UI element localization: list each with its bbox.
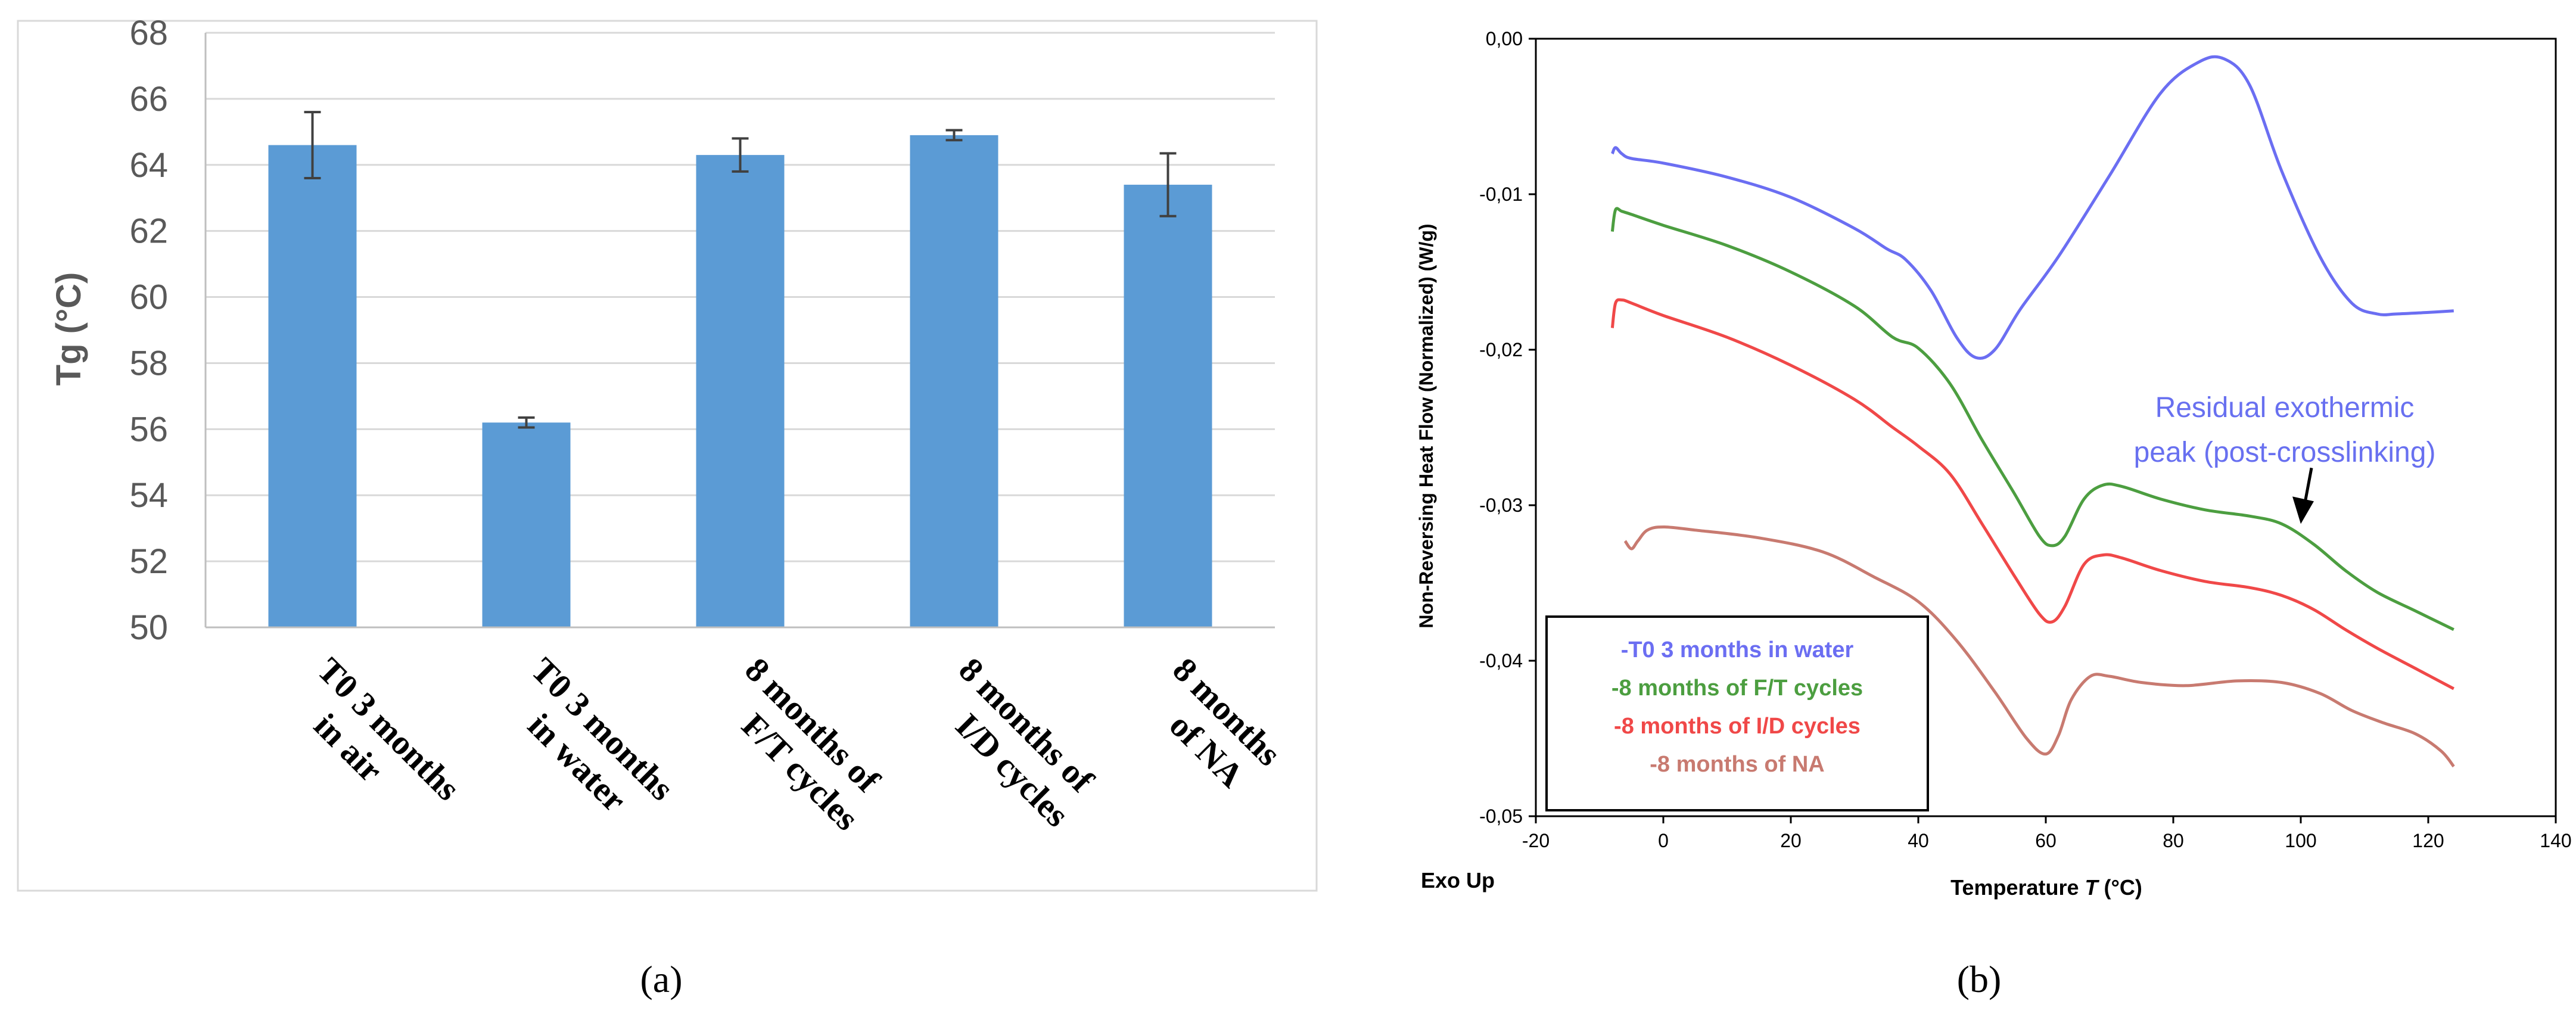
x-tick-label: 100: [2285, 830, 2316, 851]
y-tick-label: -0,01: [1479, 184, 1523, 205]
error-bar: [1159, 152, 1177, 217]
x-tick-label: 20: [1780, 830, 1802, 851]
series-line: [1611, 55, 2454, 360]
bar: [268, 145, 357, 627]
error-bar: [518, 416, 535, 429]
panel-label-a: (a): [640, 958, 682, 1000]
annotation-line-1: Residual exothermic: [2155, 392, 2415, 424]
bar-chart-y-axis-label: Tg (°C): [49, 272, 88, 386]
bar-chart-frame: [17, 20, 1318, 892]
x-axis-label-prefix: Temperature: [1950, 875, 2085, 900]
y-tick-label: 66: [129, 80, 168, 119]
annotation-arrow-head: [2292, 496, 2314, 524]
x-tick-label: 40: [1908, 830, 1929, 851]
error-bar: [732, 137, 749, 173]
bar: [1124, 185, 1212, 627]
y-tick-label: 54: [129, 476, 168, 515]
line-chart-annotation: Residual exothermic peak (post-crosslink…: [2134, 392, 2436, 524]
line-chart-y-axis-label: Non-Reversing Heat Flow (Normalized) (W/…: [1415, 223, 1437, 628]
bar: [482, 422, 571, 627]
y-tick-label: 60: [129, 278, 168, 317]
legend-entry: -8 months of NA: [1650, 752, 1824, 777]
bar-chart-error-bars: [304, 111, 1177, 429]
y-tick-label: 56: [129, 410, 168, 449]
error-bar: [304, 111, 321, 179]
bar: [910, 135, 998, 627]
panel-label-b: (b): [1957, 958, 2002, 1000]
bar-chart-bars: [268, 135, 1212, 628]
x-axis-label-suffix: (°C): [2098, 875, 2142, 900]
y-tick-label: 50: [129, 608, 168, 647]
error-bar: [945, 129, 963, 142]
legend-entry: -8 months of F/T cycles: [1611, 676, 1863, 701]
y-tick-label: 62: [129, 212, 168, 251]
legend-entry: -8 months of I/D cycles: [1614, 714, 1861, 739]
y-tick-label: -0,04: [1479, 650, 1523, 671]
legend-entry: -T0 3 months in water: [1621, 637, 1854, 663]
x-tick-label: 140: [2540, 830, 2571, 851]
x-tick-label: 120: [2412, 830, 2444, 851]
line-chart-y-ticks: 0,00 -0,01 -0,02 -0,03 -0,04 -0,05: [1479, 28, 1536, 827]
y-tick-label: 58: [129, 344, 168, 382]
line-chart-legend: -T0 3 months in water -8 months of F/T cy…: [1545, 615, 1929, 811]
x-tick-label: 60: [2035, 830, 2057, 851]
y-tick-label: 68: [129, 14, 168, 52]
x-tick-label: -20: [1522, 830, 1550, 851]
line-chart-x-axis-label: Temperature T (°C): [1950, 875, 2142, 900]
y-tick-label: -0,05: [1479, 805, 1523, 827]
y-tick-label: -0,03: [1479, 494, 1523, 516]
x-tick-label: 80: [2163, 830, 2184, 851]
legend-box: [1545, 615, 1929, 811]
y-tick-label: 64: [129, 146, 168, 185]
y-tick-label: -0,02: [1479, 339, 1523, 360]
y-tick-label: 52: [129, 542, 168, 581]
x-tick-label: 0: [1658, 830, 1669, 851]
line-chart-panel: -20 0 20 40 60 80 100 120 140 0,00 -0,01 -0,02 -0,0…: [1415, 28, 2572, 900]
series-line: [1623, 525, 2455, 768]
annotation-line-2: peak (post-crosslinking): [2134, 437, 2436, 468]
bar: [696, 155, 785, 628]
series-line: [1610, 207, 2454, 632]
bar-chart-y-ticks: 50 52 54 56 58 60 62 64 66 68: [129, 14, 168, 647]
line-chart-series: [1610, 55, 2455, 768]
x-axis-label-variable: T: [2085, 875, 2100, 900]
y-tick-label: 0,00: [1486, 28, 1523, 49]
line-chart-x-ticks: -20 0 20 40 60 80 100 120 140: [1522, 816, 2572, 851]
exo-up-label: Exo Up: [1421, 868, 1495, 892]
series-line: [1610, 298, 2454, 691]
